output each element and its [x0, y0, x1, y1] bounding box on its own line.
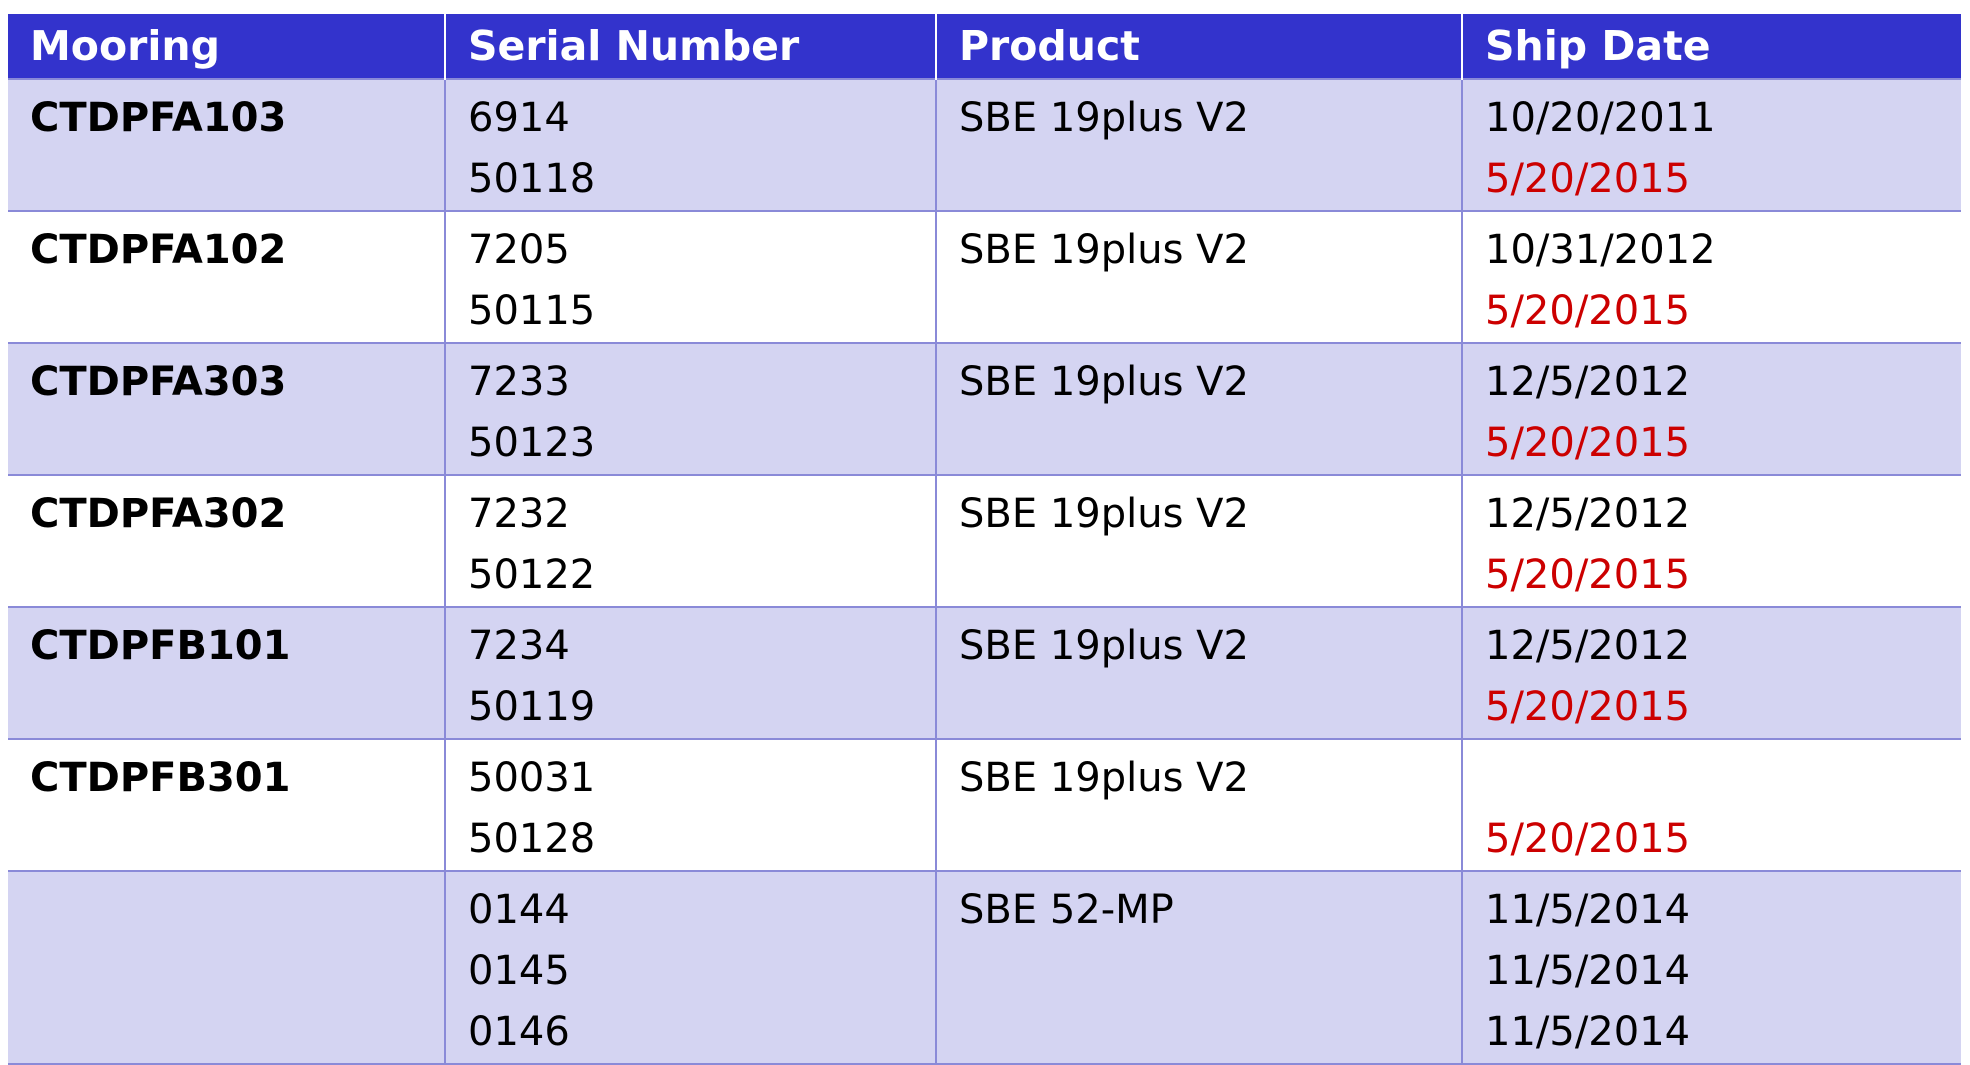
ship-date-highlighted: 5/20/2015	[1485, 156, 1691, 202]
table-row: CTDPFA303 7233 50123 SBE 19plus V2 12/5/…	[8, 342, 1961, 476]
ship-date: 12/5/2012	[1485, 359, 1691, 405]
ship-date-cell: ​ 5/20/2015	[1461, 738, 1961, 872]
mooring-cell: CTDPFA302	[8, 474, 446, 608]
table-row: CTDPFA102 7205 50115 SBE 19plus V2 10/31…	[8, 210, 1961, 344]
serial-number: 50123	[468, 420, 596, 466]
serial-number: 7232	[468, 491, 570, 537]
table-row: CTDPFA103 6914 50118 SBE 19plus V2 10/20…	[8, 78, 1961, 212]
serial-number-cell: 7232 50122	[444, 474, 937, 608]
ship-date-cell: 10/31/2012 5/20/2015	[1461, 210, 1961, 344]
product-cell: SBE 19plus V2	[935, 738, 1463, 872]
mooring-cell: CTDPFB301	[8, 738, 446, 872]
ship-date-cell: 12/5/2012 5/20/2015	[1461, 474, 1961, 608]
ship-date: 11/5/2014	[1485, 948, 1691, 994]
column-header-mooring: Mooring	[8, 14, 445, 79]
ship-date: 11/5/2014	[1485, 887, 1691, 933]
column-header-product: Product	[935, 14, 1462, 79]
serial-number-cell: 7205 50115	[444, 210, 937, 344]
serial-number: 50128	[468, 816, 596, 862]
ship-date-cell: 12/5/2012 5/20/2015	[1461, 342, 1961, 476]
column-header-serial-number: Serial Number	[444, 14, 936, 79]
table-row: CTDPFA302 7232 50122 SBE 19plus V2 12/5/…	[8, 474, 1961, 608]
ship-date-highlighted: 5/20/2015	[1485, 684, 1691, 730]
ship-date-cell: 11/5/2014 11/5/2014 11/5/2014	[1461, 870, 1961, 1065]
serial-number-cell: 7233 50123	[444, 342, 937, 476]
ship-date: 12/5/2012	[1485, 491, 1691, 537]
column-header-ship-date: Ship Date	[1461, 14, 1961, 79]
serial-number: 50118	[468, 156, 596, 202]
serial-number: 50119	[468, 684, 596, 730]
table-row: CTDPFB101 7234 50119 SBE 19plus V2 12/5/…	[8, 606, 1961, 740]
ship-date: 10/31/2012	[1485, 227, 1716, 273]
mooring-cell: CTDPFA103	[8, 78, 446, 212]
ship-date: 11/5/2014	[1485, 1009, 1691, 1055]
serial-number: 7233	[468, 359, 570, 405]
product-cell: SBE 19plus V2	[935, 210, 1463, 344]
serial-number-cell: 7234 50119	[444, 606, 937, 740]
serial-number: 0144	[468, 887, 570, 933]
mooring-cell: CTDPFA102	[8, 210, 446, 344]
serial-number-cell: 0144 0145 0146	[444, 870, 937, 1065]
ship-date-highlighted: 5/20/2015	[1485, 552, 1691, 598]
serial-number-cell: 50031 50128	[444, 738, 937, 872]
serial-number: 50031	[468, 755, 596, 801]
serial-number: 0146	[468, 1009, 570, 1055]
serial-number: 0145	[468, 948, 570, 994]
serial-number: 7205	[468, 227, 570, 273]
product-cell: SBE 19plus V2	[935, 474, 1463, 608]
mooring-cell	[8, 870, 446, 1065]
serial-number: 7234	[468, 623, 570, 669]
mooring-cell: CTDPFB101	[8, 606, 446, 740]
ship-date: 12/5/2012	[1485, 623, 1691, 669]
ship-date-cell: 12/5/2012 5/20/2015	[1461, 606, 1961, 740]
ship-date: 10/20/2011	[1485, 95, 1716, 141]
serial-number-cell: 6914 50118	[444, 78, 937, 212]
serial-number: 50122	[468, 552, 596, 598]
serial-number: 50115	[468, 288, 596, 334]
product-cell: SBE 52-MP	[935, 870, 1463, 1065]
mooring-table: Mooring Serial Number Product Ship Date …	[8, 14, 1961, 1065]
serial-number: 6914	[468, 95, 570, 141]
table-header-row: Mooring Serial Number Product Ship Date	[8, 14, 1961, 79]
ship-date: ​	[1485, 748, 1961, 809]
product-cell: SBE 19plus V2	[935, 606, 1463, 740]
ship-date-highlighted: 5/20/2015	[1485, 816, 1691, 862]
mooring-cell: CTDPFA303	[8, 342, 446, 476]
ship-date-highlighted: 5/20/2015	[1485, 420, 1691, 466]
ship-date-cell: 10/20/2011 5/20/2015	[1461, 78, 1961, 212]
table-row: 0144 0145 0146 SBE 52-MP 11/5/2014 11/5/…	[8, 870, 1961, 1065]
table-row: CTDPFB301 50031 50128 SBE 19plus V2 ​ 5/…	[8, 738, 1961, 872]
product-cell: SBE 19plus V2	[935, 342, 1463, 476]
ship-date-highlighted: 5/20/2015	[1485, 288, 1691, 334]
product-cell: SBE 19plus V2	[935, 78, 1463, 212]
